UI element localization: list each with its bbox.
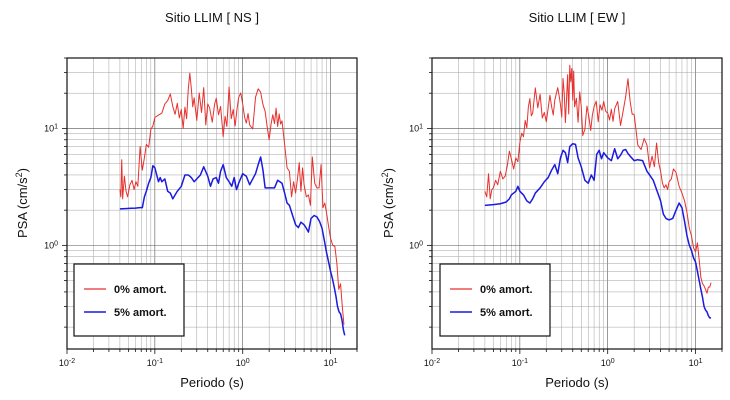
legend-label-0: 0% amort. — [114, 284, 167, 296]
chart-panel-ew: Sitio LLIM [ EW ] Periodo (s) PSA (cm/s2… — [380, 10, 723, 390]
plot-frame — [66, 57, 358, 350]
x-axis-label: Periodo (s) — [180, 375, 244, 390]
tick-labels: 10-2 10-1 100 101 100 101 — [409, 123, 703, 368]
chart-title: Sitio LLIM [ EW ] — [529, 10, 626, 25]
plot-area — [119, 72, 346, 336]
plot-area — [484, 64, 712, 319]
chart-panel-ns: Sitio LLIM [ NS ] Periodo (s) PSA (cm/s2… — [14, 10, 358, 390]
chart-title: Sitio LLIM [ NS ] — [165, 10, 259, 25]
tick-labels: 10-2 10-1 100 101 100 101 — [44, 123, 338, 368]
legend-label-0: 0% amort. — [480, 284, 533, 296]
series-line-undamped — [484, 64, 712, 294]
legend: 0% amort. 5% amort. — [73, 263, 185, 337]
legend-box — [439, 263, 551, 337]
y-tick-label: 100 — [409, 240, 423, 251]
legend-label-1: 5% amort. — [480, 307, 533, 319]
x-axis-label: Periodo (s) — [545, 375, 609, 390]
y-axis-label: PSA (cm/s2) — [14, 168, 30, 238]
legend: 0% amort. 5% amort. — [439, 263, 551, 337]
series-line-damped — [484, 142, 712, 319]
y-axis-label: PSA (cm/s2) — [380, 168, 396, 238]
plot-frame — [431, 57, 723, 350]
x-tick-label: 10-2 — [424, 358, 440, 369]
x-tick-label: 100 — [236, 358, 250, 369]
x-tick-label: 10-2 — [59, 358, 75, 369]
series-line-damped — [119, 156, 346, 336]
legend-label-1: 5% amort. — [114, 307, 167, 319]
y-tick-label: 101 — [44, 123, 58, 134]
x-tick-label: 100 — [601, 358, 615, 369]
x-tick-label: 101 — [324, 358, 338, 369]
x-tick-label: 10-1 — [147, 358, 163, 369]
x-tick-label: 101 — [689, 358, 703, 369]
series-line-undamped — [119, 72, 345, 325]
x-tick-label: 10-1 — [512, 358, 528, 369]
y-tick-label: 101 — [409, 123, 423, 134]
legend-box — [73, 263, 185, 337]
y-tick-label: 100 — [44, 240, 58, 251]
